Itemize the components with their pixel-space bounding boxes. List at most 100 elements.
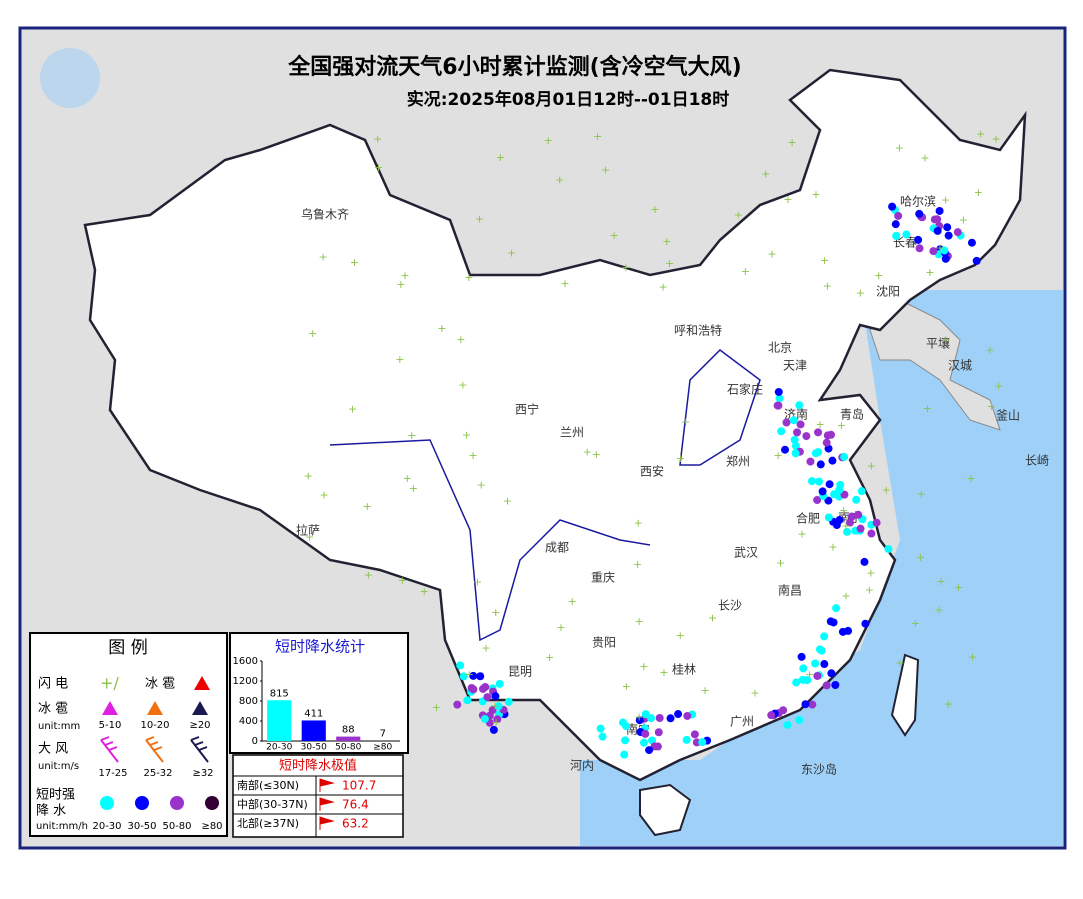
rain-dot [831, 681, 839, 689]
rain-dot [808, 701, 816, 709]
city-label: 乌鲁木齐 [301, 207, 349, 222]
rain-dot [481, 715, 489, 723]
legend-label: 冰 雹 [38, 702, 68, 717]
lightning-mark: + [635, 711, 644, 724]
lightning-mark: + [941, 193, 950, 206]
legend-label: 大 风 [38, 742, 68, 757]
lightning-mark: + [895, 656, 904, 669]
rain-dot [827, 431, 835, 439]
rain-dot [873, 519, 881, 527]
lightning-mark: + [936, 575, 945, 588]
lightning-mark: + [544, 134, 553, 147]
rain-dot [934, 227, 942, 235]
lightning-mark: + [639, 660, 648, 673]
bar [267, 700, 291, 741]
rain-dot [476, 672, 484, 680]
rain-dot [954, 228, 962, 236]
legend-class: 50-80 [162, 821, 191, 832]
rain-dot [943, 223, 951, 231]
lightning-mark: + [773, 449, 782, 462]
extreme-value: 76.4 [342, 798, 369, 812]
rain-dot [867, 530, 875, 538]
rain-dot [792, 449, 800, 457]
rain-dot [795, 401, 803, 409]
rain-dot [816, 645, 824, 653]
lightning-mark: + [837, 419, 846, 432]
lightning-mark: + [437, 322, 446, 335]
rain-dot [791, 436, 799, 444]
lightning-mark: + [432, 701, 441, 714]
lightning-mark: + [364, 569, 373, 582]
bar [336, 737, 360, 741]
city-label: 天津 [783, 359, 807, 373]
lightning-mark: + [407, 429, 416, 442]
lightning-mark: + [398, 574, 407, 587]
legend-class: 25-32 [143, 768, 172, 779]
city-label: 东沙岛 [801, 762, 837, 777]
rain-dot [505, 698, 513, 706]
city-label: 武汉 [734, 546, 758, 560]
lightning-mark: + [400, 269, 409, 282]
city-label: 西宁 [515, 402, 539, 417]
lightning-mark: + [934, 603, 943, 616]
legend-class: 17-25 [98, 768, 127, 779]
city-label: 重庆 [591, 571, 615, 585]
lightning-mark: + [767, 248, 776, 261]
city-label: 哈尔滨 [900, 194, 936, 209]
logo [40, 48, 100, 108]
value-label: 411 [304, 708, 323, 719]
lightning-mark: + [633, 558, 642, 571]
lightning-mark: + [741, 265, 750, 278]
legend-class: ≥20 [189, 720, 210, 731]
rain-dot [936, 207, 944, 215]
lightning-mark: + [475, 212, 484, 225]
rain-dot [916, 244, 924, 252]
lightning-mark: + [841, 589, 850, 602]
rain-dot [857, 525, 865, 533]
lightning-mark: + [976, 128, 985, 141]
legend-label: 闪 电 [38, 677, 68, 692]
rain-dot [463, 696, 471, 704]
rain-dot [798, 653, 806, 661]
lightning-mark: + [409, 482, 418, 495]
rain-symbol [205, 796, 219, 810]
rain-dot [453, 701, 461, 709]
lightning-mark: + [805, 668, 814, 681]
lightning-mark: + [491, 606, 500, 619]
y-tick-label: 1200 [233, 676, 258, 687]
rain-dot [620, 751, 628, 759]
lightning-mark: + [895, 142, 904, 155]
rain-dot [835, 486, 843, 494]
lightning-mark: + [874, 269, 883, 282]
lightning-mark: + [734, 209, 743, 222]
rain-dot [892, 220, 900, 228]
city-label: 贵阳 [592, 636, 616, 650]
lightning-mark: + [545, 651, 554, 664]
city-label: 汉城 [948, 359, 972, 373]
rain-dot [479, 685, 487, 693]
rain-dot [894, 212, 902, 220]
value-label: 7 [380, 729, 386, 740]
rain-dot [806, 458, 814, 466]
value-label: 88 [342, 725, 355, 736]
rain-dot [825, 513, 833, 521]
city-label: 沈阳 [876, 284, 900, 299]
rain-dot [968, 239, 976, 247]
lightning-mark: + [882, 483, 891, 496]
lightning-mark: + [350, 256, 359, 269]
rain-dot [698, 738, 706, 746]
lightning-mark: + [783, 193, 792, 206]
rain-dot [832, 604, 840, 612]
title: 全国强对流天气6小时累计监测(含冷空气大风) [287, 54, 741, 80]
lightning-mark: + [490, 699, 499, 712]
city-label: 兰州 [560, 426, 584, 440]
lightning-mark: + [468, 449, 477, 462]
lightning-mark: + [820, 254, 829, 267]
rain-dot [820, 632, 828, 640]
lightning-mark: + [477, 479, 486, 492]
rain-dot [797, 420, 805, 428]
rain-dot [691, 730, 699, 738]
lightning-mark: + [420, 585, 429, 598]
city-label: 桂林 [672, 662, 696, 677]
rain-dot [888, 203, 896, 211]
